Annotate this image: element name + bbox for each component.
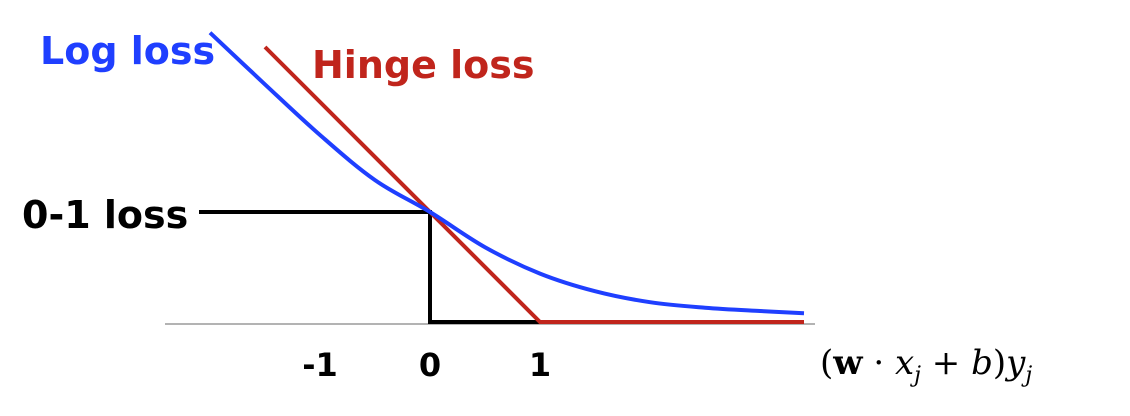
x-tick-label: -1 [302,346,338,384]
series-layer [199,31,805,324]
xlabel-plus: + [921,343,971,383]
x-tick-label: 0 [419,346,441,384]
x-tick-labels: -1 0 1 [302,346,551,384]
x-tick-label: 1 [529,346,551,384]
xlabel-close-paren: ) [993,343,1006,383]
xlabel-x: x [895,343,914,383]
series-label-hinge-loss: Hinge loss [312,43,534,87]
x-axis-label: (w · xj + b)yj [820,343,1032,388]
series-label-log-loss: Log loss [40,29,215,73]
xlabel-y: y [1004,343,1026,383]
xlabel-open-paren: ( [820,343,833,383]
series-line-0-1-loss [199,210,804,324]
series-line-log-loss [208,31,805,316]
xlabel-w: w [832,343,863,383]
series-line-hinge-loss [263,45,804,324]
xlabel-dot: · [863,343,895,383]
xlabel-b: b [971,343,993,383]
series-label-0-1-loss: 0-1 loss [22,193,188,237]
